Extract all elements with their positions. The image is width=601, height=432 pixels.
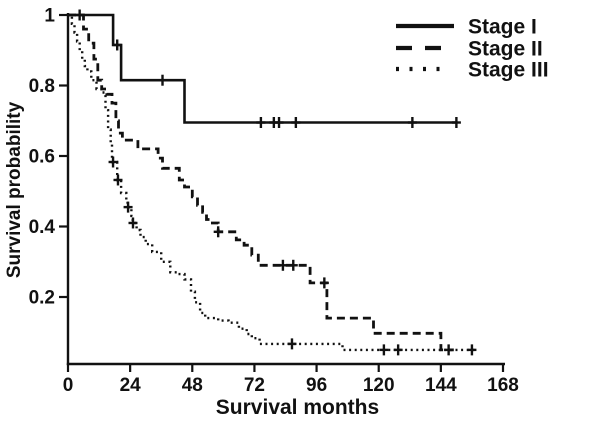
- y-tick-label: 0.2: [29, 288, 55, 309]
- legend-label-stage-iii: Stage III: [468, 59, 549, 82]
- y-axis-title: Survival probability: [4, 101, 25, 278]
- x-tick-label: 168: [487, 375, 519, 396]
- x-axis-title: Survival months: [216, 396, 379, 419]
- x-tick-label: 72: [244, 375, 265, 396]
- x-tick-label: 144: [425, 375, 457, 396]
- legend-label-stage-ii: Stage II: [468, 38, 543, 61]
- stage-ii-censor-marks: [213, 226, 454, 356]
- curves: [68, 9, 478, 356]
- stage-iii-censor-marks: [108, 156, 477, 356]
- legend-label-stage-i: Stage I: [468, 16, 537, 39]
- y-tick-label: 1: [44, 6, 55, 27]
- axes: 0 24 48 72 96 120 144 16810.80.60.40.2Survival …: [4, 6, 519, 420]
- stage-iii-curve: [68, 13, 478, 352]
- y-tick-label: 0.6: [29, 147, 55, 168]
- x-tick-label: 24: [120, 375, 142, 396]
- y-tick-label: 0.8: [29, 76, 55, 97]
- y-tick-label: 0.4: [29, 217, 56, 238]
- stage-i-censor-marks: [75, 9, 461, 129]
- x-tick-label: 120: [363, 375, 395, 396]
- x-tick-label: 0: [63, 375, 74, 396]
- stage-ii-curve: [68, 13, 454, 352]
- x-tick-label: 96: [306, 375, 327, 396]
- stage-i-curve: [68, 13, 457, 124]
- x-tick-label: 48: [182, 375, 203, 396]
